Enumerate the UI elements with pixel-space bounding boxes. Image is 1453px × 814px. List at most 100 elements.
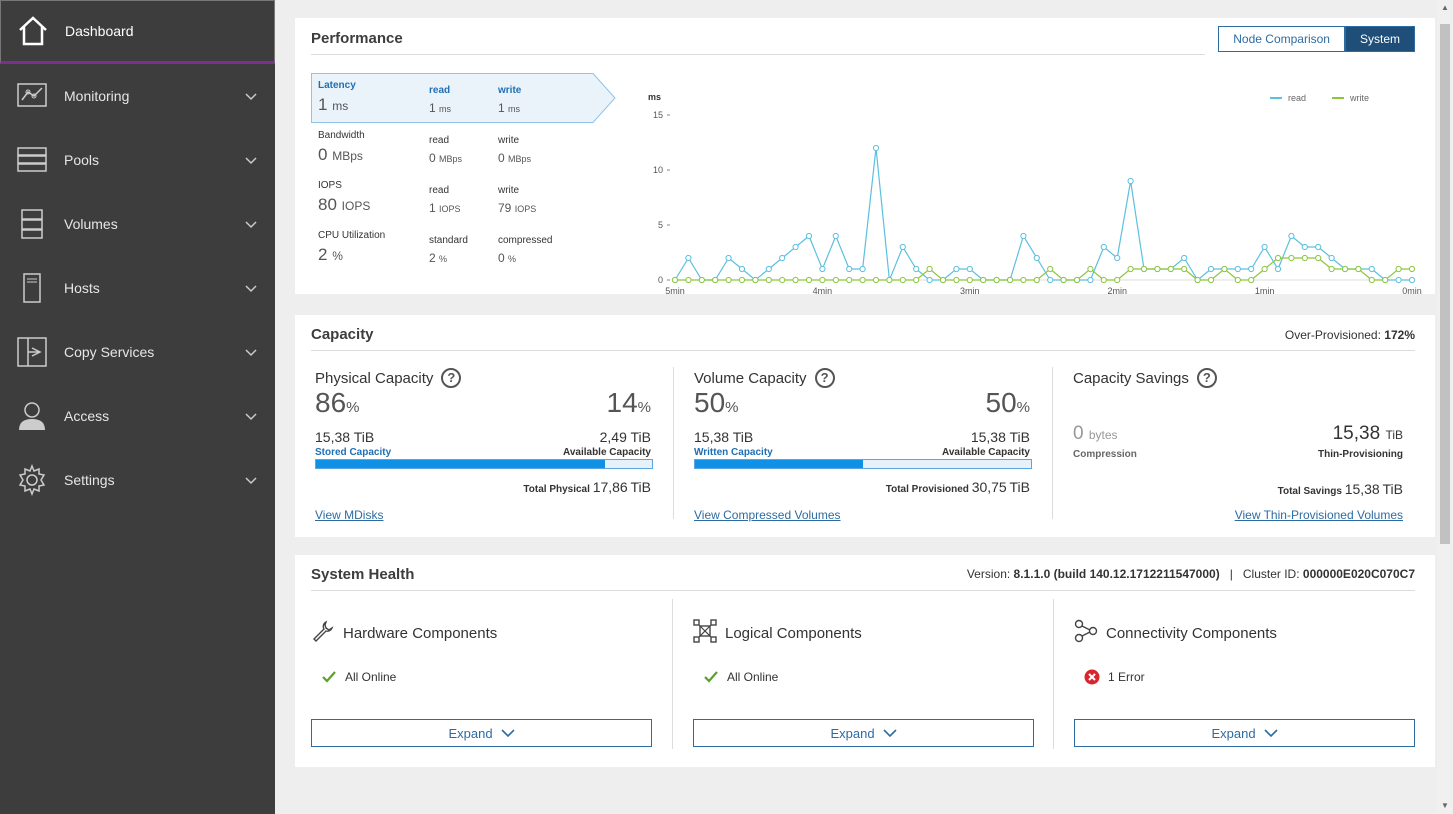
divider — [672, 599, 673, 749]
sidebar-item-access[interactable]: Access — [0, 384, 275, 448]
expand-button[interactable]: Expand — [1074, 719, 1415, 747]
sidebar-item-settings[interactable]: Settings — [0, 448, 275, 512]
metric-label: Bandwidth — [318, 130, 365, 141]
hardware-components: Hardware Components All Online Expand — [311, 613, 653, 763]
data-point-read — [738, 265, 746, 273]
written-percent: 50% — [694, 387, 739, 418]
selection-arrow — [311, 73, 616, 123]
data-point-read — [1261, 243, 1268, 251]
help-icon[interactable]: ? — [1196, 368, 1217, 388]
data-point-read — [685, 254, 692, 262]
thin-provisioning-value: 15,38 TiB — [1332, 423, 1403, 444]
expand-button[interactable]: Expand — [311, 719, 652, 747]
bar-fill — [695, 460, 863, 468]
metric-sub-label: compressed — [498, 235, 553, 246]
x-tick-label: 0min — [1402, 286, 1422, 296]
data-point-read — [1248, 265, 1255, 273]
node-comparison-button[interactable]: Node Comparison — [1218, 26, 1345, 52]
data-point-write — [1274, 254, 1282, 262]
scroll-up-icon[interactable]: ▲ — [1441, 3, 1449, 12]
data-point-read — [872, 144, 880, 152]
view-compressed-volumes-link[interactable]: View Compressed Volumes — [694, 508, 841, 522]
x-tick-label: 1min — [1255, 286, 1275, 296]
metric-iops[interactable]: IOPS 80 IOPS read 1 IOPS write 79 IOPS — [311, 173, 616, 223]
data-point-write — [1033, 276, 1040, 284]
data-point-write — [738, 276, 746, 284]
sidebar-item-hosts[interactable]: Hosts — [0, 256, 275, 320]
metric-label: Latency — [318, 80, 356, 91]
chevron-down-icon — [245, 413, 257, 421]
divider — [311, 54, 1205, 55]
chevron-down-icon — [1263, 729, 1278, 738]
data-point-write — [752, 276, 759, 284]
metric-sub-label: write — [498, 85, 522, 96]
copy-services-icon — [17, 337, 47, 367]
data-point-read — [859, 265, 866, 273]
x-tick-label: 4min — [813, 286, 833, 296]
metric-value: 2 % — [318, 245, 343, 264]
help-icon[interactable]: ? — [814, 368, 835, 388]
chevron-down-icon — [882, 729, 897, 738]
metric-label: IOPS — [318, 180, 342, 191]
sidebar-item-monitoring[interactable]: Monitoring — [0, 64, 275, 128]
metric-sub-label: standard — [429, 235, 468, 246]
scroll-down-icon[interactable]: ▼ — [1441, 801, 1449, 810]
metric-bandwidth[interactable]: Bandwidth 0 MBps read 0 MBps write 0 MBp… — [311, 123, 616, 173]
view-mdisks-link[interactable]: View MDisks — [315, 508, 384, 522]
data-point-write — [980, 276, 987, 284]
chevron-down-icon — [245, 349, 257, 357]
metric-latency[interactable]: Latency 1 ms read 1 ms write 1 ms — [311, 73, 616, 123]
data-point-write — [886, 276, 893, 284]
system-health-panel: System Health Version: 8.1.1.0 (build 14… — [295, 555, 1435, 767]
metric-label: CPU Utilization — [318, 230, 386, 241]
data-point-write — [926, 265, 933, 273]
hosts-icon — [23, 273, 41, 303]
sidebar-item-pools[interactable]: Pools — [0, 128, 275, 192]
volume-capacity-bar — [694, 459, 1032, 469]
sidebar-item-volumes[interactable]: Volumes — [0, 192, 275, 256]
metric-sub-value: 1 IOPS — [429, 201, 461, 215]
data-point-write — [859, 276, 866, 284]
sidebar-item-label: Monitoring — [64, 88, 130, 104]
total-provisioned: Total Provisioned 30,75 TiB — [885, 479, 1030, 495]
legend-label: read — [1288, 93, 1306, 103]
data-point-write — [1234, 276, 1241, 284]
metric-sub-label: read — [429, 185, 450, 196]
metric-value: 1 ms — [318, 95, 349, 114]
data-point-write — [1087, 265, 1094, 273]
sidebar-item-copy-services[interactable]: Copy Services — [0, 320, 275, 384]
metric-cpu[interactable]: CPU Utilization 2 % standard 2 % compres… — [311, 223, 616, 273]
data-point-write — [953, 276, 960, 284]
vertical-scrollbar[interactable]: ▲ ▼ — [1437, 0, 1453, 814]
metric-value: 0 MBps — [318, 145, 363, 164]
data-point-read — [1020, 232, 1027, 240]
data-point-write — [792, 276, 799, 284]
physical-capacity-title: Physical Capacity? — [315, 368, 462, 388]
help-icon[interactable]: ? — [441, 368, 462, 388]
data-point-write — [939, 276, 947, 284]
stored-percent: 86% — [315, 387, 360, 418]
connectivity-icon — [1074, 619, 1098, 643]
performance-title: Performance — [311, 30, 403, 47]
system-button[interactable]: System — [1344, 26, 1415, 52]
data-point-write — [1181, 265, 1188, 273]
view-thin-provisioned-volumes-link[interactable]: View Thin-Provisioned Volumes — [1234, 508, 1403, 522]
logical-status: All Online — [703, 669, 778, 685]
compression-value: 0 bytes — [1073, 423, 1118, 444]
scroll-thumb[interactable] — [1440, 24, 1450, 544]
sidebar-item-dashboard[interactable]: Dashboard — [0, 0, 275, 64]
performance-panel: Performance Node Comparison System Laten… — [295, 18, 1435, 296]
written-value: 15,38 TiB — [694, 429, 754, 445]
divider — [673, 367, 674, 519]
data-point-read — [1328, 254, 1335, 262]
expand-button[interactable]: Expand — [693, 719, 1034, 747]
data-point-write — [993, 276, 1000, 284]
data-point-write — [832, 276, 839, 284]
data-point-write — [671, 276, 679, 284]
sidebar-item-label: Dashboard — [65, 23, 134, 39]
data-point-write — [712, 276, 719, 284]
bar-fill — [316, 460, 605, 468]
data-point-read — [805, 232, 813, 240]
data-point-write — [1288, 254, 1295, 262]
available-label: Available Capacity — [941, 447, 1030, 458]
